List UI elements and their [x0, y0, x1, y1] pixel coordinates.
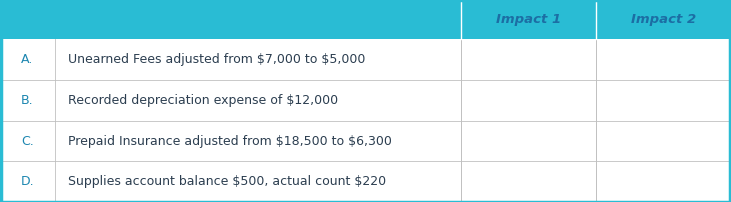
Text: Supplies account balance \$500, actual count \$220: Supplies account balance \$500, actual c… [68, 175, 386, 188]
Bar [0, 0, 731, 39]
Text: Impact 1: Impact 1 [496, 13, 561, 26]
Bar [0, 161, 731, 202]
Text: Prepaid Insurance adjusted from \$18,500 to \$6,300: Prepaid Insurance adjusted from \$18,500… [68, 135, 392, 147]
Bar [0, 39, 731, 80]
Text: Impact 2: Impact 2 [631, 13, 696, 26]
Text: Unearned Fees adjusted from \$7,000 to \$5,000: Unearned Fees adjusted from \$7,000 to \… [68, 53, 366, 66]
Text: B.: B. [21, 94, 34, 107]
Text: A.: A. [21, 53, 34, 66]
Text: C.: C. [21, 135, 34, 147]
Bar [0, 80, 731, 121]
Bar [0, 121, 731, 161]
Text: D.: D. [20, 175, 34, 188]
Text: Recorded depreciation expense of \$12,000: Recorded depreciation expense of \$12,00… [68, 94, 338, 107]
